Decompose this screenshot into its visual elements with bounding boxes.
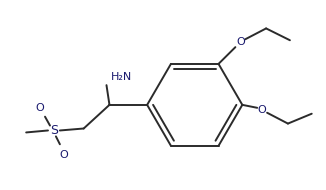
Text: O: O [59, 150, 68, 160]
Text: H₂N: H₂N [111, 72, 132, 82]
Text: O: O [236, 37, 245, 47]
Text: O: O [258, 105, 267, 115]
Text: S: S [50, 124, 58, 137]
Text: O: O [36, 103, 44, 113]
